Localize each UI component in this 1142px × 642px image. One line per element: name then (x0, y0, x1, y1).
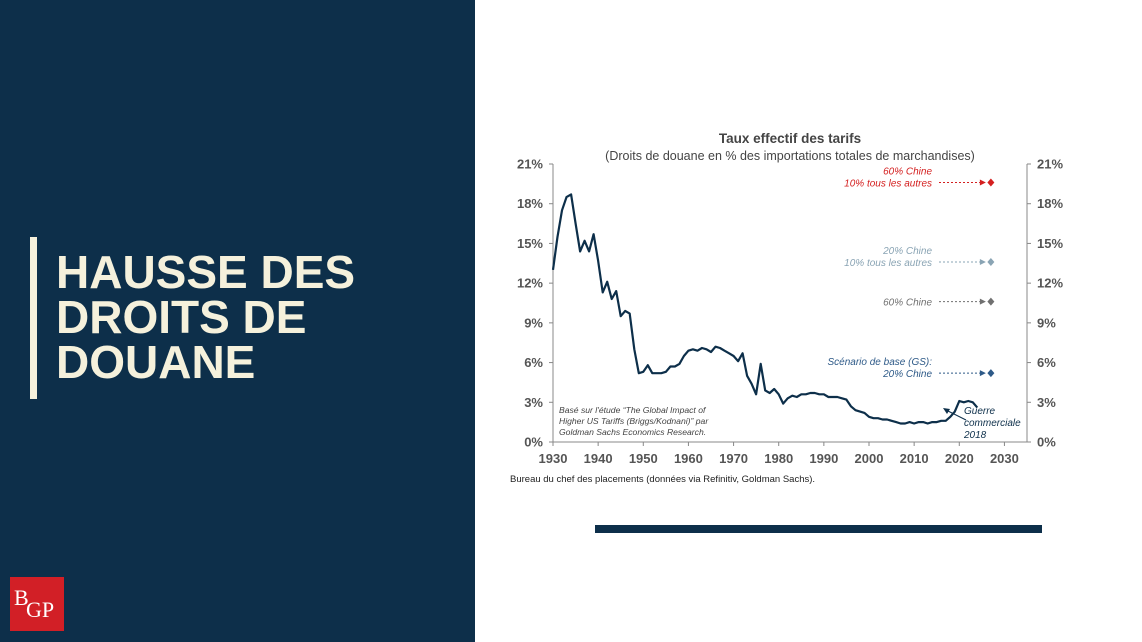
chart-subtitle: (Droits de douane en % des importations … (605, 149, 975, 163)
y-tick-label-left: 0% (524, 435, 543, 450)
scenario-marker (987, 257, 995, 266)
scenario-marker (987, 178, 995, 187)
trade-war-label: commerciale (964, 418, 1021, 429)
trade-war-label: Guerre (964, 406, 996, 417)
title-accent-bar (30, 237, 37, 399)
scenario-label: 20% Chine (882, 246, 932, 257)
x-tick-label: 2000 (855, 451, 884, 465)
x-tick-label: 2020 (945, 451, 974, 465)
y-tick-label-left: 21% (517, 157, 543, 172)
y-tick-label-right: 9% (1037, 315, 1056, 330)
x-tick-label: 1990 (809, 451, 838, 465)
trade-war-pointer-head (943, 408, 950, 414)
slide-title-line: DROITS DE (56, 291, 307, 343)
y-tick-label-left: 12% (517, 276, 543, 291)
scenario-label: 60% Chine (883, 298, 932, 309)
tariff-rate-chart: Taux effectif des tarifs (Droits de doua… (500, 120, 1063, 466)
logo-letter: B (14, 585, 29, 610)
chart-title: Taux effectif des tarifs (719, 131, 861, 146)
y-tick-label-right: 12% (1037, 276, 1063, 291)
x-tick-label: 1940 (584, 451, 613, 465)
x-tick-label: 1970 (719, 451, 748, 465)
y-tick-label-left: 9% (524, 315, 543, 330)
trade-war-label: 2018 (963, 430, 987, 441)
x-tick-label: 1980 (764, 451, 793, 465)
spacer (500, 120, 508, 465)
scenario-arrowhead (979, 179, 986, 186)
scenario-label: Scénario de base (GS): (828, 357, 933, 368)
study-note: Basé sur l'étude “The Global Impact of (559, 405, 707, 415)
chart-axes: 0% 0% 3% 3% 6% 6% 9% 9% 12% 12% 15% 15% 18% 18% 21% 21%… (500, 120, 1063, 466)
y-tick-label-left: 15% (517, 236, 543, 251)
trade-war-pointer (945, 409, 967, 421)
chart-annotations: Basé sur l'étude “The Global Impact ofHi… (559, 405, 1021, 441)
scenario-arrowhead (979, 370, 986, 377)
bgp-logo: B GP (10, 577, 64, 631)
slide-title-line: DOUANE (56, 336, 256, 388)
left-panel (0, 0, 475, 642)
slide-title: HAUSSE DES DROITS DE DOUANE (56, 246, 456, 388)
y-tick-label-left: 18% (517, 196, 543, 211)
slide-title-line: HAUSSE DES (56, 246, 356, 298)
x-tick-label: 2010 (900, 451, 929, 465)
logo-letter: GP (26, 597, 55, 622)
scenario-marker (987, 369, 995, 378)
scenario-arrowhead (979, 258, 986, 265)
scenario-label: 10% tous les autres (844, 258, 932, 269)
scenario-label: 60% Chine (883, 167, 932, 178)
y-tick-label-right: 15% (1037, 236, 1063, 251)
chart-plot-area (551, 193, 979, 425)
y-tick-label-right: 18% (1037, 196, 1063, 211)
y-tick-label-right: 0% (1037, 435, 1056, 450)
y-tick-label-right: 21% (1037, 157, 1063, 172)
decorative-underline (595, 525, 1042, 533)
series-line (551, 193, 979, 425)
scenario-label: 10% tous les autres (844, 179, 932, 190)
study-note: Higher US Tariffs (Briggs/Kodnani)” par (559, 416, 709, 426)
y-tick-label-right: 3% (1037, 395, 1056, 410)
study-note: Goldman Sachs Economics Research. (559, 427, 706, 437)
scenario-arrowhead (979, 298, 986, 305)
x-tick-label: 2030 (990, 451, 1019, 465)
y-tick-label-right: 6% (1037, 355, 1056, 370)
chart-source: Bureau du chef des placements (données v… (510, 474, 816, 485)
x-tick-label: 1960 (674, 451, 703, 465)
scenario-label: 20% Chine (882, 369, 932, 380)
y-tick-label-left: 3% (524, 395, 543, 410)
x-tick-label: 1930 (539, 451, 568, 465)
scenario-marker (987, 297, 995, 306)
x-tick-label: 1950 (629, 451, 658, 465)
y-tick-label-left: 6% (524, 355, 543, 370)
